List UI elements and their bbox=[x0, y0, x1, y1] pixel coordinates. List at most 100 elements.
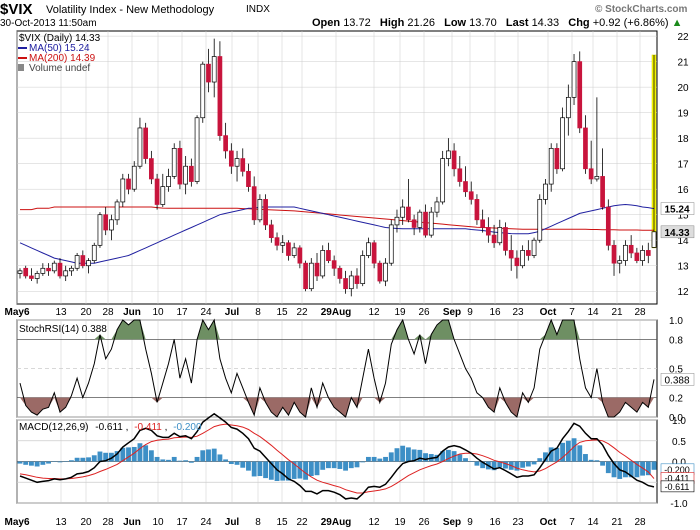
candle-body bbox=[297, 247, 303, 264]
price-candle bbox=[286, 240, 291, 261]
price-candle bbox=[143, 122, 149, 164]
macd-histogram-bar bbox=[440, 451, 446, 462]
price-candle bbox=[651, 54, 657, 248]
candle-body bbox=[126, 178, 131, 190]
candle-body bbox=[348, 275, 354, 290]
price-candle bbox=[200, 61, 206, 123]
stoch-value-label: 0.388 bbox=[664, 375, 689, 386]
candle-body bbox=[468, 191, 474, 200]
candle-body bbox=[86, 260, 91, 267]
price-candle bbox=[525, 240, 531, 261]
macd-histogram-bar bbox=[200, 450, 206, 462]
price-candle bbox=[80, 250, 86, 269]
macd-histogram-bar bbox=[280, 461, 286, 481]
macd-date-tick: 28 bbox=[102, 517, 114, 528]
macd-date-tick: 20 bbox=[80, 517, 92, 528]
macd-histogram-bar bbox=[137, 443, 143, 462]
macd-histogram-bar bbox=[274, 461, 280, 482]
candle-body bbox=[565, 96, 571, 119]
macd-histogram-bar bbox=[63, 461, 69, 462]
candle-body bbox=[463, 181, 468, 193]
price-candle bbox=[103, 207, 109, 236]
price-tick-label: 14 bbox=[677, 236, 689, 247]
price-candle bbox=[211, 38, 217, 98]
candle-body bbox=[91, 244, 97, 261]
candle-body bbox=[97, 214, 103, 246]
price-candle bbox=[257, 194, 263, 223]
macd-histogram-bar bbox=[571, 438, 577, 462]
candle-body bbox=[600, 176, 605, 208]
price-candle bbox=[440, 150, 446, 205]
macd-histogram-bar bbox=[97, 451, 103, 462]
candle-body bbox=[268, 224, 274, 239]
price-candle bbox=[400, 199, 406, 225]
price-candle bbox=[343, 270, 348, 294]
price-candle bbox=[594, 97, 600, 182]
price-candle bbox=[240, 148, 246, 177]
price-candle bbox=[543, 178, 548, 205]
price-date-tick: Sep bbox=[443, 307, 461, 318]
macd-histogram-bar bbox=[28, 461, 34, 466]
candle-body bbox=[171, 148, 177, 177]
price-candle bbox=[451, 143, 457, 177]
macd-histogram-bar bbox=[160, 459, 166, 462]
macd-date-tick: 10 bbox=[152, 517, 164, 528]
macd-histogram-bar bbox=[457, 454, 463, 462]
price-candle bbox=[194, 115, 200, 185]
price-date-tick: Jul bbox=[225, 307, 240, 318]
candle-body bbox=[234, 158, 240, 167]
macd-histogram-bar bbox=[611, 461, 617, 478]
macd-histogram-bar bbox=[537, 458, 543, 462]
macd-histogram-bar bbox=[103, 452, 109, 462]
candle-body bbox=[514, 257, 520, 267]
date-axis: May6 May6 13 13 20 20 28 28 Jun Jun 10 10 17 17 24 24 Ju… bbox=[4, 307, 646, 528]
candle-body bbox=[605, 206, 611, 246]
price-candle bbox=[383, 258, 388, 287]
macd-histogram-bar bbox=[365, 456, 371, 462]
candle-body bbox=[337, 267, 343, 279]
candle-body bbox=[291, 247, 297, 256]
candle-body bbox=[57, 262, 63, 277]
price-candle bbox=[268, 219, 274, 243]
macd-legend: MACD(12,26,9) -0.611 , -0.411 , -0.200 bbox=[19, 422, 202, 433]
candle-body bbox=[217, 56, 223, 136]
macd-histogram-bar bbox=[314, 461, 320, 476]
macd-histogram-bar bbox=[188, 461, 194, 463]
macd-date-tick: 14 bbox=[587, 517, 599, 528]
macd-histogram-bar bbox=[497, 461, 503, 468]
price-candle bbox=[217, 41, 223, 141]
macd-histogram-bar bbox=[645, 461, 651, 476]
price-candle bbox=[480, 209, 485, 233]
candle-body bbox=[314, 262, 320, 277]
macd-histogram-bar bbox=[297, 461, 303, 479]
candle-body bbox=[651, 231, 657, 248]
macd-histogram-bar bbox=[240, 461, 246, 468]
macd-date-tick: 17 bbox=[176, 517, 188, 528]
macd-histogram-bar bbox=[57, 461, 63, 463]
macd-histogram-bar bbox=[463, 458, 468, 462]
candle-body bbox=[286, 242, 291, 256]
price-candle bbox=[366, 237, 371, 259]
price-candle bbox=[23, 265, 29, 279]
candle-body bbox=[137, 127, 143, 167]
price-candle bbox=[320, 245, 326, 279]
price-candle bbox=[423, 204, 428, 238]
price-candle bbox=[149, 150, 154, 185]
price-tick-label: 21 bbox=[677, 58, 689, 69]
price-candle bbox=[411, 214, 417, 236]
price-candle bbox=[171, 143, 177, 179]
candle-body bbox=[194, 117, 200, 182]
candle-body bbox=[251, 186, 257, 221]
candle-body bbox=[343, 278, 348, 290]
price-candle bbox=[645, 242, 651, 264]
candle-body bbox=[17, 270, 23, 274]
candle-body bbox=[503, 227, 508, 251]
candle-body bbox=[189, 165, 194, 182]
price-candle bbox=[583, 115, 588, 174]
candle-body bbox=[583, 127, 588, 170]
price-candle bbox=[228, 143, 234, 174]
chg-label: Chg bbox=[568, 17, 590, 29]
macd-histogram-bar bbox=[23, 461, 29, 465]
macd-value-label: -0.411 bbox=[665, 474, 690, 484]
candle-body bbox=[274, 237, 280, 246]
